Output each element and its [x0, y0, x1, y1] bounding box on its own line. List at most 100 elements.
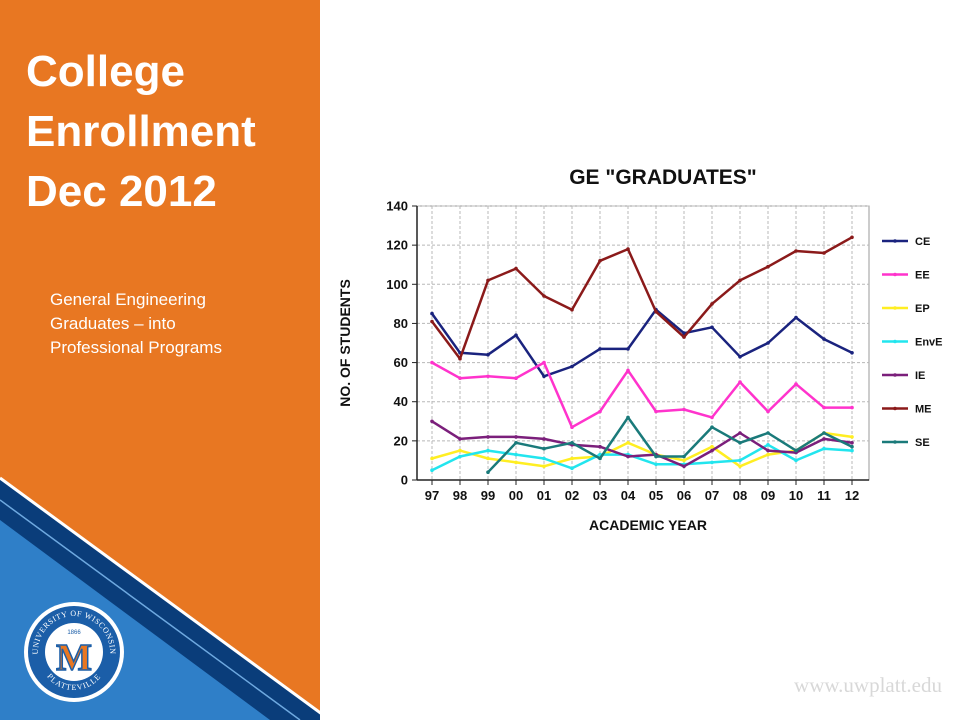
data-point-enve [514, 452, 518, 457]
data-point-enve [542, 456, 546, 461]
data-point-enve [738, 458, 742, 463]
x-axis-title: ACADEMIC YEAR [589, 517, 707, 533]
data-point-me [598, 259, 602, 263]
data-point-se [794, 448, 798, 453]
data-point-enve [430, 468, 434, 473]
x-tick-label: 00 [509, 488, 523, 503]
data-point-me [850, 235, 854, 240]
data-point-se [766, 431, 770, 435]
slide-title-line-1: College [26, 47, 185, 96]
data-point-ee [542, 360, 546, 365]
data-point-ie [430, 419, 434, 424]
data-point-me [486, 278, 490, 283]
y-tick-label: 80 [394, 316, 408, 331]
data-point-ce [738, 354, 742, 359]
seal-year: 1866 [67, 630, 81, 636]
legend-marker-se [893, 440, 897, 444]
data-point-enve [766, 443, 770, 447]
data-point-se [822, 431, 826, 435]
slide-subtitle-line-1: General Engineering [50, 290, 206, 309]
data-point-ie [542, 437, 546, 441]
y-tick-label: 140 [386, 199, 408, 214]
data-point-enve [794, 458, 798, 463]
data-point-ce [794, 315, 798, 320]
series-line-me [431, 236, 853, 360]
axis-ticks: 0 20 40 60 80 100 120 140 97 98 99 00 01 02 03 04 05 06 07… [386, 199, 859, 504]
data-point-enve [822, 446, 826, 451]
data-point-se [738, 441, 742, 445]
legend-marker-ep [893, 306, 897, 310]
data-point-me [458, 356, 462, 361]
data-point-ce [430, 311, 434, 316]
series-lines [430, 235, 854, 475]
y-tick-label: 100 [386, 277, 408, 292]
x-tick-label: 05 [649, 488, 663, 503]
slide-title: College Enrollment Dec 2012 [26, 42, 256, 222]
data-point-ie [458, 437, 462, 441]
stripe-divider-line [0, 476, 320, 715]
series-line-ie [431, 420, 853, 468]
data-point-ep [430, 456, 434, 461]
data-point-me [710, 302, 714, 306]
data-point-se [850, 444, 854, 449]
data-point-ep [514, 460, 518, 465]
data-point-ee [654, 409, 658, 414]
data-point-ee [486, 374, 490, 379]
legend-marker-ee [893, 272, 897, 277]
legend-label-enve: EnvE [915, 337, 943, 349]
data-point-ce [486, 352, 490, 357]
data-point-ce [822, 337, 826, 341]
data-point-ee [766, 409, 770, 414]
data-point-ee [458, 376, 462, 380]
x-tick-label: 07 [705, 488, 719, 503]
data-point-ce [598, 347, 602, 351]
data-point-enve [850, 448, 854, 453]
chart-grid [417, 205, 869, 481]
data-point-ee [710, 415, 714, 420]
data-point-ie [486, 435, 490, 439]
x-tick-label: 09 [761, 488, 775, 503]
y-tick-label: 40 [394, 394, 408, 409]
data-point-enve [654, 462, 658, 467]
data-point-me [766, 264, 770, 269]
data-point-se [514, 441, 518, 445]
data-point-ep [486, 456, 490, 461]
chart-legend: CE EE EP EnvE IE ME SE [882, 236, 943, 449]
x-tick-label: 06 [677, 488, 691, 503]
university-seal-logo: UNIVERSITY OF WISCONSIN PLATTEVILLE 1866… [24, 602, 124, 702]
data-point-me [654, 309, 658, 314]
data-point-ie [738, 431, 742, 435]
chart-title: GE "GRADUATES" [569, 166, 757, 189]
data-point-me [514, 266, 518, 271]
x-tick-label: 10 [789, 488, 803, 503]
x-tick-label: 08 [733, 488, 747, 503]
legend-marker-ie [893, 373, 897, 377]
data-point-se [486, 470, 490, 475]
data-point-ie [710, 448, 714, 453]
data-point-enve [458, 454, 462, 459]
data-point-ie [598, 444, 602, 449]
stripe-accent-line [0, 499, 301, 720]
data-point-ie [626, 454, 630, 459]
y-tick-label: 60 [394, 355, 408, 370]
data-point-se [682, 454, 686, 459]
data-point-ee [822, 405, 826, 410]
data-point-me [542, 294, 546, 298]
data-point-ee [514, 376, 518, 380]
slide-subtitle: General Engineering Graduates – into Pro… [50, 288, 222, 360]
legend-label-ee: EE [915, 270, 930, 282]
data-point-se [710, 425, 714, 430]
data-point-ep [542, 464, 546, 469]
data-point-ce [766, 341, 770, 345]
legend-marker-enve [893, 339, 897, 344]
data-point-ep [570, 456, 574, 461]
data-point-se [542, 446, 546, 451]
data-point-ep [738, 464, 742, 469]
data-point-enve [570, 466, 574, 471]
x-tick-label: 11 [817, 488, 831, 503]
data-point-me [822, 251, 826, 255]
x-tick-label: 01 [537, 488, 551, 503]
sidebar-panel: College Enrollment Dec 2012 General Engi… [0, 0, 320, 720]
slide-title-line-3: Dec 2012 [26, 167, 217, 216]
x-tick-label: 98 [453, 488, 467, 503]
